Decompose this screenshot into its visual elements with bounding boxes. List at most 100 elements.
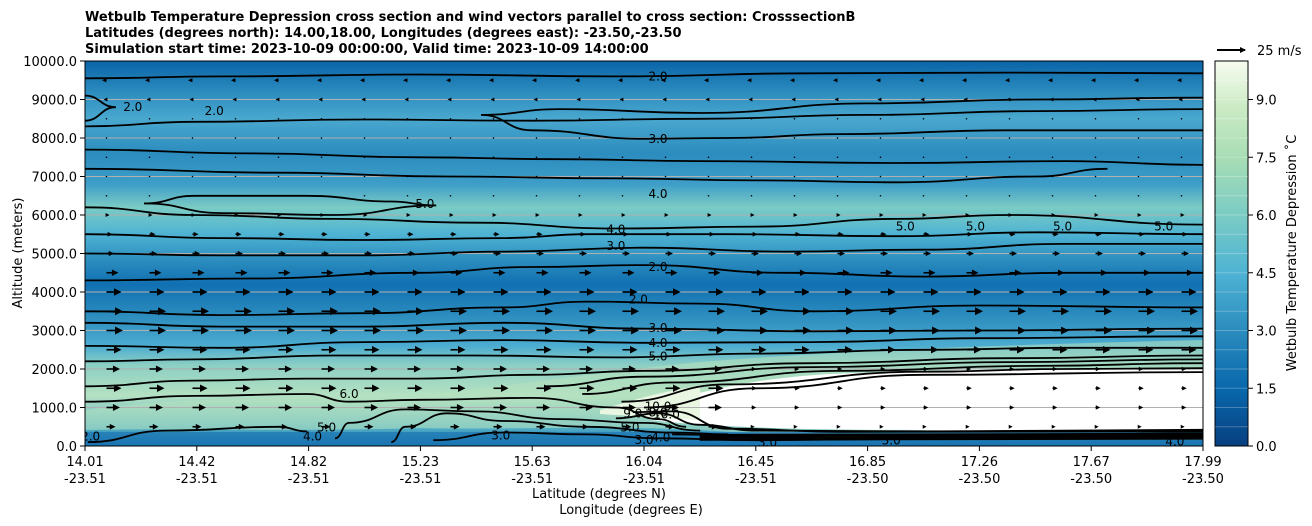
wind-vector	[105, 137, 108, 139]
wind-vector	[578, 175, 581, 178]
contour-label: 10.0	[653, 407, 680, 421]
contour-label: 9.0	[623, 406, 642, 420]
wind-vector	[277, 175, 280, 178]
wind-vector-head	[747, 78, 752, 83]
x-tick-label-lon: -23.50	[847, 472, 889, 487]
wind-vector-head	[666, 231, 672, 237]
wind-vector	[148, 175, 151, 178]
wind-vector	[277, 117, 280, 120]
wind-vector	[621, 117, 624, 120]
wind-vector-head	[191, 213, 196, 217]
wind-vector-head	[880, 366, 886, 372]
wind-vector-head	[286, 384, 294, 392]
wind-vector-head	[367, 423, 374, 430]
x-tick-label-lon: -23.50	[1070, 472, 1112, 487]
wind-vector-head	[1143, 269, 1151, 277]
wind-vector	[965, 117, 968, 120]
colorbar-tick-label: 7.5	[1256, 151, 1277, 166]
wind-vector-head	[1049, 97, 1054, 102]
wind-vector-head	[286, 288, 294, 296]
wind-vector-head	[1190, 307, 1198, 316]
wind-vector	[1094, 175, 1097, 178]
wind-vector-head	[542, 365, 550, 373]
wind-vector-head	[836, 424, 841, 429]
wind-vector-head	[575, 78, 580, 83]
wind-vector-head	[238, 423, 245, 430]
wind-vector	[449, 194, 452, 197]
wind-vector	[320, 175, 323, 178]
contour-label: 4.0	[648, 336, 667, 350]
x-tick-label-lat: 15.23	[402, 455, 439, 470]
wind-vector-head	[501, 346, 509, 354]
wind-vector-head	[1006, 97, 1011, 102]
wind-vector-head	[881, 385, 886, 391]
wind-vector-head	[582, 423, 589, 430]
contour-line-2	[85, 264, 1203, 282]
wind-vector-head	[924, 231, 930, 237]
wind-vector-head	[1095, 366, 1101, 372]
wind-vector-head	[748, 97, 753, 102]
wind-vector	[1137, 117, 1140, 120]
wind-vector-head	[588, 326, 596, 335]
wind-vector	[664, 175, 667, 178]
wind-vector	[1137, 175, 1140, 178]
wind-vector-head	[155, 403, 163, 412]
wind-vector-head	[1052, 366, 1058, 372]
wind-vector-head	[112, 403, 120, 412]
contour-label: 10.0	[645, 399, 672, 413]
y-tick-label: 9000.0	[32, 94, 78, 109]
wind-vector-head	[704, 78, 709, 83]
wind-vector-head	[1135, 97, 1140, 102]
colorbar-label: Wetbulb Temperature Depression ˚C	[1284, 135, 1300, 372]
contour-labels: 2.02.0 2.03.04.05.04.03.02.05.0 5.0 5.0 5.02…	[85, 69, 1184, 446]
wind-vector	[578, 156, 581, 159]
wind-vector	[836, 117, 839, 120]
wind-vector-head	[415, 288, 423, 296]
contour-label: 5.0	[1154, 220, 1173, 234]
wind-vector-head	[752, 385, 757, 391]
wind-vector-head	[928, 269, 936, 277]
wind-vector-head	[372, 384, 380, 392]
wind-vector-head	[631, 307, 639, 316]
wind-vector-head	[879, 213, 884, 217]
wind-vector-head	[975, 307, 983, 316]
wind-vector	[363, 194, 366, 197]
wind-vector-head	[489, 78, 494, 83]
contour-line-3	[85, 167, 1108, 184]
wind-vector-head	[714, 365, 722, 373]
wind-vector-head	[284, 365, 292, 373]
wind-vector-head	[451, 231, 457, 237]
wind-vector-head	[876, 78, 881, 83]
wind-vector-head	[932, 307, 940, 316]
wind-vector-head	[115, 326, 123, 335]
wind-vector-head	[277, 213, 282, 217]
wind-vector-head	[760, 326, 768, 335]
wind-vector	[879, 137, 882, 139]
wind-vector	[148, 194, 151, 197]
contour-line-5	[334, 408, 701, 440]
contour-label: 4.0	[303, 429, 322, 443]
wind-vector	[879, 117, 882, 120]
wind-vector-head	[1190, 326, 1198, 335]
wind-vector-head	[793, 213, 798, 217]
wind-vector	[1180, 117, 1183, 120]
wind-vector-head	[200, 288, 208, 296]
wind-vector-head	[449, 213, 454, 217]
y-tick-label: 3000.0	[32, 325, 78, 340]
wind-vector	[1094, 117, 1097, 120]
contour-line-3	[85, 242, 1203, 257]
wind-vector	[191, 117, 194, 120]
wind-vector-head	[502, 326, 510, 335]
contour-label: 5.0	[317, 421, 336, 435]
wind-vector	[578, 117, 581, 120]
wind-vector-head	[931, 288, 939, 296]
wind-vector-head	[490, 97, 495, 102]
wind-vector-head	[842, 269, 850, 277]
wind-vector-head	[919, 78, 924, 83]
wind-vector-head	[370, 365, 378, 373]
wind-vector	[449, 175, 452, 178]
wind-vector	[277, 137, 280, 139]
wind-vector	[836, 137, 839, 139]
wind-vector-head	[924, 385, 929, 391]
quiver-key-label: 25 m/s	[1257, 44, 1302, 59]
